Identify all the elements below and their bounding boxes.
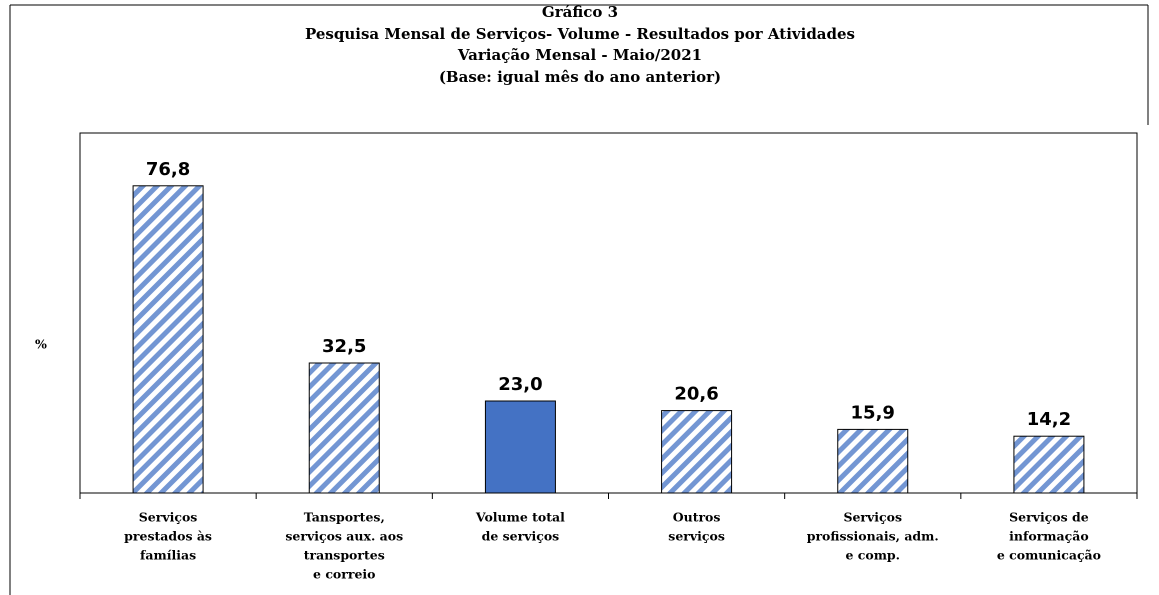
value-label: 76,8 <box>146 159 190 180</box>
x-tick-label: serviços <box>668 529 725 544</box>
x-tick-label: e comunicação <box>997 548 1101 563</box>
x-tick-label: e correio <box>313 567 375 582</box>
x-tick-label: Serviços <box>843 510 902 525</box>
value-label: 32,5 <box>322 336 366 357</box>
x-tick-label: Volume total <box>475 510 565 525</box>
bar <box>1013 435 1085 494</box>
x-tick-label: profissionais, adm. <box>807 529 939 544</box>
chart-subtitle: Variação Mensal - Maio/2021 <box>457 46 702 64</box>
x-tick-label: de serviços <box>482 529 560 544</box>
bar <box>132 185 204 494</box>
x-tick-label: famílias <box>140 548 196 563</box>
plot-area <box>79 132 1138 494</box>
x-tick-label: e comp. <box>845 548 900 563</box>
bar <box>837 428 909 494</box>
bar <box>661 410 733 494</box>
y-axis-label: % <box>35 337 47 352</box>
value-label: 20,6 <box>674 384 718 405</box>
chart-subtitle: (Base: igual mês do ano anterior) <box>439 68 721 86</box>
x-tick-label: Serviços <box>139 510 198 525</box>
x-tick-label: informação <box>1009 529 1089 544</box>
x-tick-label: transportes <box>304 548 385 563</box>
x-tick-label: Tansportes, <box>304 510 385 525</box>
bar <box>484 400 556 494</box>
x-tick-label: Outros <box>673 510 721 525</box>
value-label: 23,0 <box>498 374 542 395</box>
x-tick-label: Serviços de <box>1009 510 1089 525</box>
x-tick-label: serviços aux. aos <box>285 529 403 544</box>
x-tick-label: prestados às <box>124 529 212 544</box>
value-label: 15,9 <box>851 402 895 423</box>
chart-title: Gráfico 3 <box>542 3 618 21</box>
value-label: 14,2 <box>1027 409 1071 430</box>
bar <box>308 362 380 494</box>
chart-subtitle: Pesquisa Mensal de Serviços- Volume - Re… <box>305 25 855 43</box>
